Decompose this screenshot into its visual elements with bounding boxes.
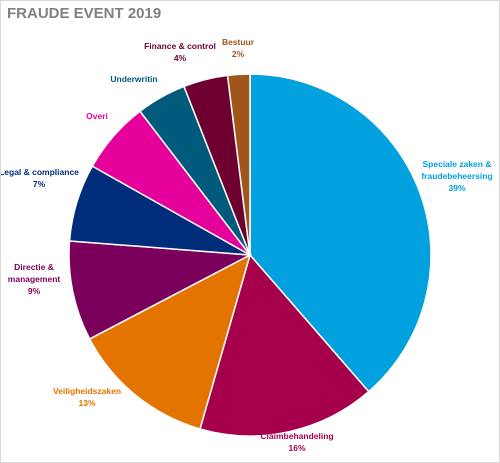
slice-label: Directie & management 9% <box>8 262 61 296</box>
pie-slice <box>249 73 432 393</box>
chart-title: FRAUDE EVENT 2019 <box>7 5 162 22</box>
pie-slice <box>199 253 370 437</box>
slice-label: Underwritin <box>110 74 157 84</box>
slice-label: Legal & compliance 7% <box>1 167 79 189</box>
slice-label: Veiligheidszaken 13% <box>53 386 121 408</box>
slice-label: Overi <box>86 111 108 121</box>
slice-label: Finance & control 4% <box>144 41 216 63</box>
slice-label: Speciale zaken & fraudebeheersing 39% <box>421 159 492 193</box>
slice-label: Claimbehandeling 16% <box>260 431 333 453</box>
slice-label: Bestuur 2% <box>222 37 255 59</box>
pie-slice <box>88 253 252 430</box>
pie-slice <box>68 240 253 340</box>
pie-slice <box>226 73 251 256</box>
